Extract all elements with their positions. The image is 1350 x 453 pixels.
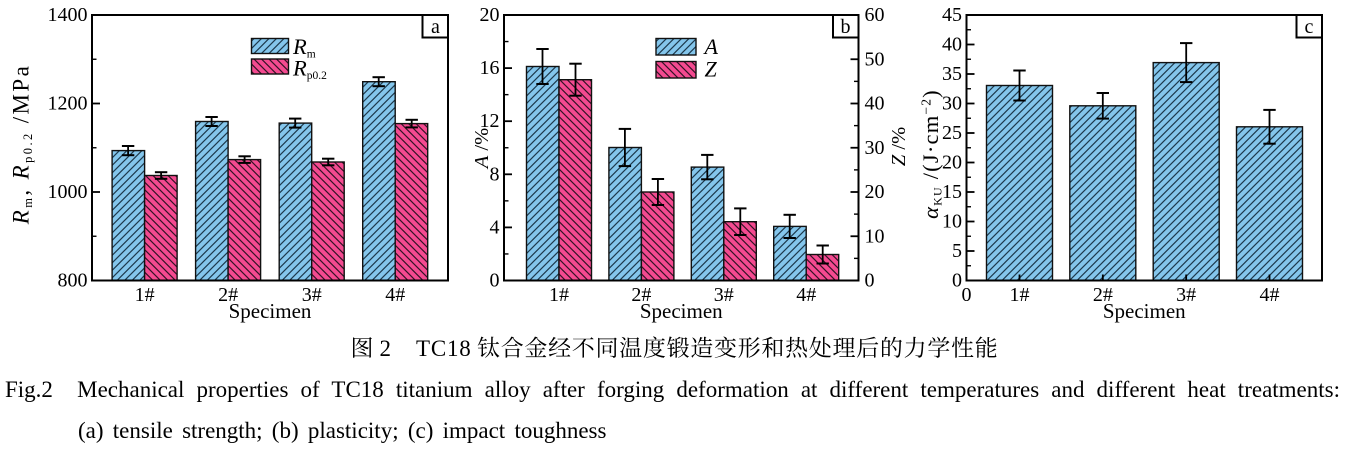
svg-text:Rm: Rm xyxy=(292,34,316,61)
svg-text:8: 8 xyxy=(490,163,500,185)
svg-text:50: 50 xyxy=(865,48,885,70)
svg-text:1#: 1# xyxy=(1010,284,1030,306)
svg-text:0: 0 xyxy=(865,270,875,292)
svg-text:25: 25 xyxy=(942,122,962,144)
svg-text:1000: 1000 xyxy=(48,181,88,203)
svg-text:16: 16 xyxy=(480,57,500,79)
svg-text:20: 20 xyxy=(942,152,962,174)
svg-text:0: 0 xyxy=(952,270,962,292)
svg-text:1400: 1400 xyxy=(48,4,88,26)
svg-text:2: 2 xyxy=(380,336,392,361)
svg-text:30: 30 xyxy=(942,93,962,115)
svg-text:b: b xyxy=(841,16,851,38)
svg-text:Z: Z xyxy=(705,56,718,81)
svg-text:800: 800 xyxy=(58,270,88,292)
svg-text:10: 10 xyxy=(865,225,885,247)
svg-text:3#: 3# xyxy=(714,284,734,306)
svg-text:45: 45 xyxy=(942,4,962,26)
svg-text:40: 40 xyxy=(865,93,885,115)
svg-text:Rp0.2: Rp0.2 xyxy=(292,56,327,83)
svg-text:αKU /(J·cm−2): αKU /(J·cm−2) xyxy=(918,89,945,219)
svg-text:2#: 2# xyxy=(631,284,651,306)
svg-text:2#: 2# xyxy=(1093,284,1113,306)
svg-text:0: 0 xyxy=(962,284,972,306)
svg-text:A /%: A /% xyxy=(471,128,493,170)
svg-text:1#: 1# xyxy=(549,284,569,306)
svg-text:A: A xyxy=(703,34,719,59)
svg-text:c: c xyxy=(1305,16,1314,38)
svg-text:4#: 4# xyxy=(1260,284,1280,306)
svg-text:10: 10 xyxy=(942,211,962,233)
svg-text:TC18: TC18 xyxy=(416,336,472,361)
svg-text:0: 0 xyxy=(490,270,500,292)
svg-text:4#: 4# xyxy=(796,284,816,306)
svg-text:40: 40 xyxy=(942,34,962,56)
svg-text:2#: 2# xyxy=(218,284,238,306)
svg-text:3#: 3# xyxy=(302,284,322,306)
svg-text:60: 60 xyxy=(865,4,885,26)
svg-text:5: 5 xyxy=(952,240,962,262)
svg-text:Specimen: Specimen xyxy=(1103,299,1186,323)
svg-text:20: 20 xyxy=(865,181,885,203)
svg-text:4#: 4# xyxy=(385,284,405,306)
svg-text:20: 20 xyxy=(480,4,500,26)
svg-text:1200: 1200 xyxy=(48,93,88,115)
svg-text:12: 12 xyxy=(480,110,500,132)
svg-text:3#: 3# xyxy=(1176,284,1196,306)
svg-text:15: 15 xyxy=(942,181,962,203)
svg-text:Z /%: Z /% xyxy=(888,127,910,166)
svg-text:a: a xyxy=(431,16,440,38)
svg-text:35: 35 xyxy=(942,63,962,85)
svg-text:30: 30 xyxy=(865,137,885,159)
svg-text:Specimen: Specimen xyxy=(640,299,723,323)
svg-text:4: 4 xyxy=(490,216,500,238)
svg-text:Specimen: Specimen xyxy=(229,299,312,323)
svg-text:Rm, Rp0.2 /MPa: Rm, Rp0.2 /MPa xyxy=(9,64,36,225)
svg-text:1#: 1# xyxy=(135,284,155,306)
